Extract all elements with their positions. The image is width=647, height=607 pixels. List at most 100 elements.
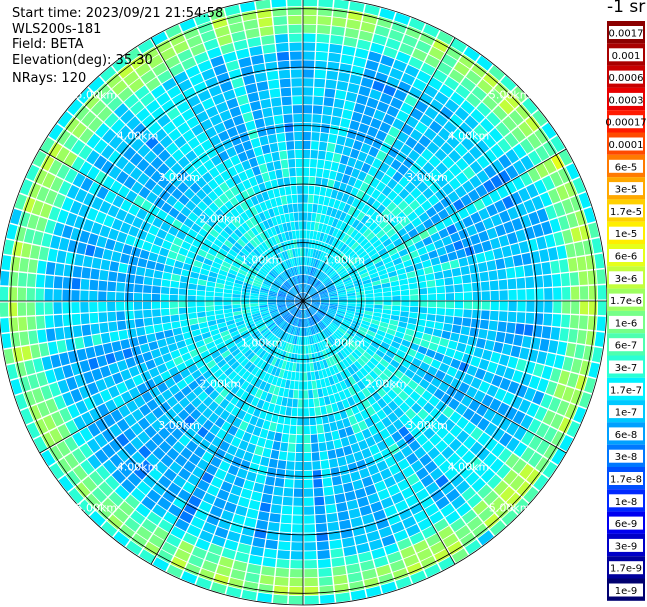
heatmap-cell [291,194,298,204]
heatmap-cell [151,301,161,309]
heatmap-cell [289,577,303,587]
heatmap-cell [311,302,320,306]
colorbar-label-box [609,92,643,106]
heatmap-cell [542,175,555,191]
heatmap-cell [467,336,478,347]
heatmap-cell [375,376,385,387]
heatmap-cell [449,438,462,452]
heatmap-cell [245,276,254,282]
heatmap-cell [166,195,178,207]
heatmap-cell [435,370,446,381]
heatmap-cell [250,305,259,310]
heatmap-cell [301,274,303,284]
heatmap-cell [296,309,300,317]
heatmap-cell [309,407,316,417]
heatmap-cell [80,177,94,192]
colorbar-label-box [609,315,643,329]
heatmap-cell [37,401,50,418]
heatmap-cell [472,291,482,301]
heatmap-cell [304,318,308,327]
heatmap-cell [308,194,314,204]
heatmap-cell [277,302,286,304]
heatmap-cell [213,573,229,586]
heatmap-cell [288,291,296,297]
heatmap-cell [434,91,449,105]
heatmap-cell [551,448,566,465]
heatmap-cell [85,346,96,359]
heatmap-cell [137,39,155,54]
heatmap-cell [277,414,285,424]
heatmap-cell [263,52,277,63]
heatmap-cell [402,156,415,169]
heatmap-cell [413,142,426,155]
heatmap-cell [53,222,65,237]
heatmap-cell [124,47,142,63]
heatmap-cell [344,282,354,287]
azimuth-spoke [150,37,304,302]
heatmap-cell [328,394,336,404]
heatmap-cell [585,254,596,270]
heatmap-cell [490,351,501,364]
heatmap-cell [270,449,280,460]
heatmap-cell [171,428,184,440]
heatmap-cell [129,78,145,93]
heatmap-cell [528,451,543,468]
heatmap-cell [395,151,407,164]
heatmap-cell [128,225,140,237]
heatmap-cell [272,206,280,216]
heatmap-cell [236,468,248,479]
heatmap-cell [281,433,289,443]
heatmap-cell [255,334,264,343]
heatmap-cell [467,189,480,202]
heatmap-cell [490,290,499,301]
heatmap-cell [300,275,302,284]
heatmap-cell [423,128,437,141]
heatmap-cell [425,481,440,495]
heatmap-cell [567,257,578,272]
heatmap-cell [180,275,190,283]
heatmap-cell [279,406,287,416]
heatmap-cell [328,288,337,293]
heatmap-cell [397,458,410,471]
heatmap-cell [441,235,453,246]
heatmap-cell [428,250,439,259]
heatmap-cell [574,241,585,257]
heatmap-cell [482,95,498,111]
heatmap-cell [192,206,203,217]
heatmap-cell [187,95,201,108]
heatmap-cell [276,254,283,263]
heatmap-cell [136,158,150,172]
heatmap-cell [294,248,299,257]
heatmap-cell [442,374,454,385]
heatmap-cell [262,329,270,337]
heatmap-cell [352,320,361,326]
heatmap-cell [414,240,425,250]
heatmap-cell [375,130,388,142]
heatmap-cell [417,547,433,562]
heatmap-cell [410,187,422,199]
heatmap-cell [417,408,429,420]
heatmap-cell [488,65,505,81]
heatmap-cell [276,301,286,303]
heatmap-cell [214,394,225,405]
heatmap-cell [256,234,264,244]
heatmap-cell [401,339,411,348]
heatmap-cell [460,532,476,547]
heatmap-cell [297,248,301,257]
heatmap-cell [477,484,493,499]
heatmap-cell [329,421,338,432]
heatmap-cell [311,298,320,301]
heatmap-cell [407,211,418,222]
heatmap-cell [389,68,404,80]
heatmap-cell [296,285,300,293]
heatmap-cell [419,92,433,106]
heatmap-cell [361,387,371,398]
heatmap-cell [124,378,136,390]
heatmap-cell [98,481,114,497]
heatmap-cell [187,474,201,487]
heatmap-cell [176,253,186,263]
heatmap-cell [233,39,248,51]
heatmap-cell [381,313,391,319]
heatmap-cell [340,323,349,330]
heatmap-cell [254,259,263,268]
